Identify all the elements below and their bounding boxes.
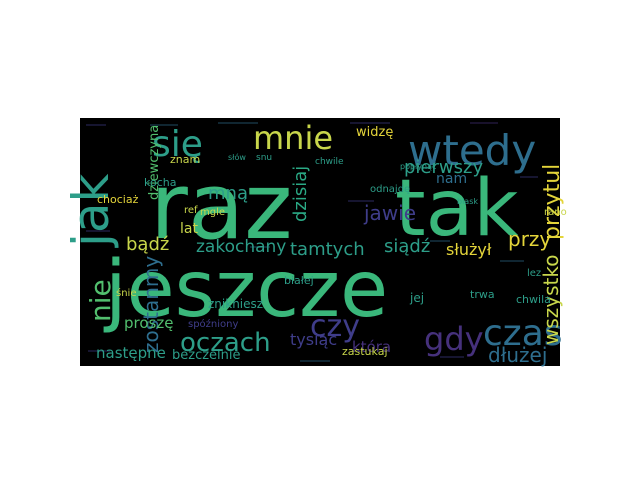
word-chwila: chwila xyxy=(516,293,551,306)
word-zastukaj: zastukaj xyxy=(342,345,388,358)
word-nastepne: następne xyxy=(96,344,166,362)
word-tysiac: tysiąc xyxy=(290,330,337,349)
word-jeszcze: jeszcze xyxy=(103,245,388,335)
word-badz: bądź xyxy=(126,234,169,255)
word-cloud-background xyxy=(80,118,560,366)
word-znam: znam xyxy=(170,153,200,166)
word-gdy: gdy xyxy=(424,320,484,358)
word-dziewczyna: dziewczyna xyxy=(147,125,162,200)
word-mnie: mnie xyxy=(253,119,333,157)
word-czas: czas xyxy=(483,313,563,354)
word-zostaniesz: znikniesz xyxy=(208,297,263,311)
word-widze: widzę xyxy=(356,125,393,140)
word-lez: lez xyxy=(527,268,541,279)
word-tak: tak xyxy=(395,164,519,254)
word-jawie: jawie xyxy=(363,201,416,225)
word-dluzej: dłużej xyxy=(488,343,547,367)
word-chociaz: chociaż xyxy=(97,193,139,206)
word-nam: nam xyxy=(436,171,467,187)
word-zostanmy: zostanmy xyxy=(139,256,163,353)
word-tamtych: tamtych xyxy=(290,239,365,260)
word-wszystko: wszystko xyxy=(539,255,563,345)
word-zakochany: zakochany xyxy=(196,237,286,257)
word-ktora: która xyxy=(352,338,391,356)
word-slow: słów xyxy=(228,152,246,162)
word-sie: się xyxy=(152,124,203,165)
word-siadz: siądź xyxy=(384,236,430,257)
word-przytul: przytul xyxy=(540,164,565,240)
word-odnajde: odnajdę xyxy=(370,184,410,195)
word-kocha: kocha xyxy=(144,176,176,189)
word-lat: lat xyxy=(180,221,198,237)
word-spozniony: spóźniony xyxy=(188,318,238,330)
word-przy: przy xyxy=(508,227,551,251)
word-mgle: mgle xyxy=(200,207,225,218)
word-raz: raz xyxy=(150,153,293,260)
word-wtedy: wtedy xyxy=(408,126,536,175)
word-bezczelnie: bezczelnie xyxy=(172,348,241,363)
word-bialej: białej xyxy=(284,274,314,287)
word-dzisiaj: dzisiaj xyxy=(290,166,311,222)
word-poplynac: popłynąć xyxy=(400,161,436,171)
word-sluzyl: służył xyxy=(446,240,492,259)
word-blask: blask xyxy=(457,197,478,206)
word-rano: rano xyxy=(544,207,567,218)
filler-words xyxy=(86,122,538,362)
word-jej: jej xyxy=(409,291,424,305)
word-trwa: trwa xyxy=(470,288,495,301)
word-oczach: oczach xyxy=(180,328,271,358)
word-snie: śnie xyxy=(116,287,136,299)
word-snu: snu xyxy=(256,153,272,163)
word-mna: mną xyxy=(208,183,248,204)
word-nie: nie xyxy=(84,279,117,322)
word-pierwszy: pierwszy xyxy=(404,157,483,178)
word-chwile: chwile xyxy=(315,157,344,167)
word-czy: czy xyxy=(310,309,360,344)
word-jak: jak xyxy=(62,173,120,248)
word-prosze: proszę xyxy=(124,314,173,332)
word-ref: ref xyxy=(184,205,198,216)
